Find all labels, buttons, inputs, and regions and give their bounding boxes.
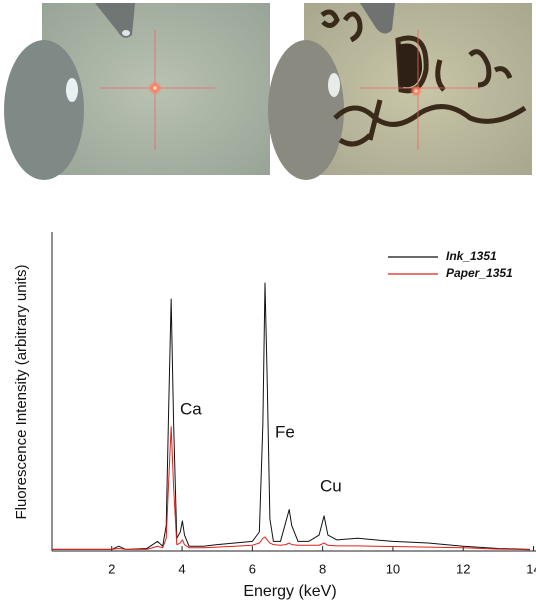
y-axis-label: Fluorescence Intensity (arbitrary units) (13, 264, 30, 519)
x-tick-label: 10 (386, 561, 400, 576)
x-axis-label: Energy (keV) (243, 583, 336, 600)
x-tick-label: 4 (178, 561, 185, 576)
annotation: Fe (275, 422, 295, 441)
annotation: Ca (180, 399, 202, 418)
x-tick-label: 14 (526, 561, 536, 576)
x-tick-label: 6 (249, 561, 256, 576)
photo-ink (268, 3, 532, 180)
x-tick-label: 2 (108, 561, 115, 576)
series-line (52, 283, 530, 549)
series-line (52, 427, 530, 550)
page: {"chart_data": { "type": "line", "xlabel… (0, 0, 536, 605)
legend-label: Ink_1351 (446, 249, 497, 263)
figure: Fluorescence Intensity (arbitrary units)… (0, 0, 536, 605)
annotation: Cu (320, 476, 342, 495)
photo-paper (4, 3, 270, 180)
x-tick-label: 8 (319, 561, 326, 576)
x-tick-label: 12 (456, 561, 470, 576)
legend-label: Paper_1351 (446, 266, 513, 280)
